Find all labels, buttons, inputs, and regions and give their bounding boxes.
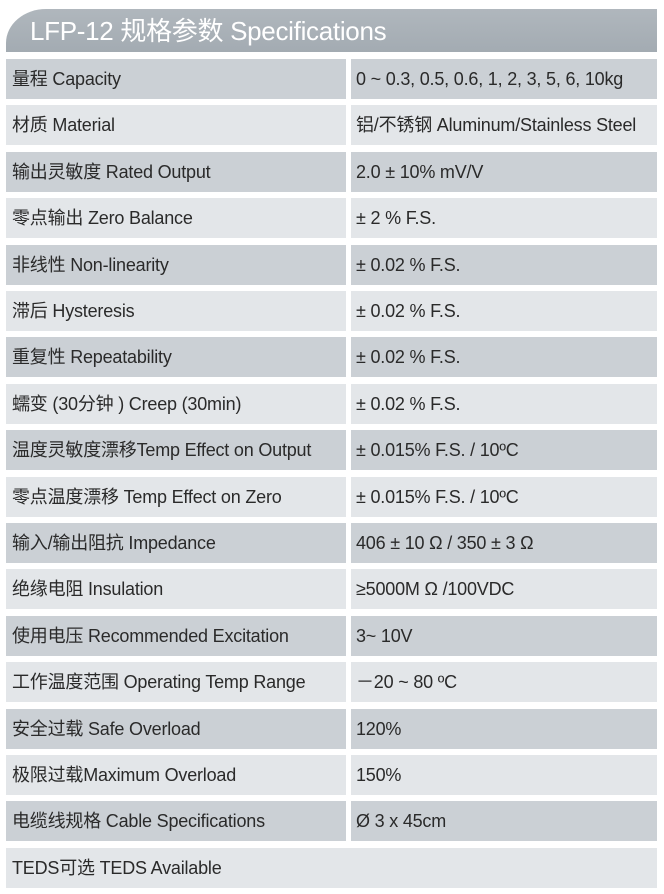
spec-row: 安全过载 Safe Overload 120%	[6, 708, 657, 749]
spec-row: 工作温度范围 Operating Temp Range －20 ~ 80 ºC	[6, 662, 657, 703]
spec-title: LFP-12 规格参数 Specifications	[6, 9, 657, 52]
spec-value: Ø 3 x 45cm	[351, 801, 657, 842]
spec-row: 输出灵敏度 Rated Output 2.0 ± 10% mV/V	[6, 151, 657, 192]
spec-label: 绝缘电阻 Insulation	[6, 569, 346, 610]
spec-value: 406 ± 10 Ω / 350 ± 3 Ω	[351, 523, 657, 563]
spec-row: 滞后 Hysteresis ± 0.02 % F.S.	[6, 291, 657, 331]
spec-value: ± 0.02 % F.S.	[351, 291, 657, 331]
spec-label: 温度灵敏度漂移Temp Effect on Output	[6, 430, 346, 471]
spec-label: 滞后 Hysteresis	[6, 291, 346, 331]
spec-value: ± 0.015% F.S. / 10ºC	[351, 430, 657, 471]
spec-row: 极限过载Maximum Overload 150%	[6, 755, 657, 795]
spec-label: 非线性 Non-linearity	[6, 244, 346, 285]
spec-label: 极限过载Maximum Overload	[6, 755, 346, 795]
spec-value: ± 0.015% F.S. / 10ºC	[351, 476, 657, 517]
spec-label: 工作温度范围 Operating Temp Range	[6, 662, 346, 703]
spec-value: －20 ~ 80 ºC	[351, 662, 657, 703]
spec-value: 0 ~ 0.3, 0.5, 0.6, 1, 2, 3, 5, 6, 10kg	[351, 59, 657, 99]
spec-value: 2.0 ± 10% mV/V	[351, 151, 657, 192]
spec-value: 铝/不锈钢 Aluminum/Stainless Steel	[351, 105, 657, 146]
spec-row: 绝缘电阻 Insulation ≥5000M Ω /100VDC	[6, 569, 657, 610]
spec-row: 量程 Capacity 0 ~ 0.3, 0.5, 0.6, 1, 2, 3, 5…	[6, 59, 657, 99]
spec-label: 零点温度漂移 Temp Effect on Zero	[6, 476, 346, 517]
spec-label: 量程 Capacity	[6, 59, 346, 99]
spec-row: 输入/输出阻抗 Impedance 406 ± 10 Ω / 350 ± 3 Ω	[6, 523, 657, 563]
spec-label: TEDS可选 TEDS Available	[6, 847, 657, 888]
spec-value: 150%	[351, 755, 657, 795]
spec-value: ± 2 % F.S.	[351, 198, 657, 239]
spec-row: 材质 Material 铝/不锈钢 Aluminum/Stainless Stee…	[6, 105, 657, 146]
spec-label: 输出灵敏度 Rated Output	[6, 151, 346, 192]
spec-label: 输入/输出阻抗 Impedance	[6, 523, 346, 563]
spec-row: 重复性 Repeatability ± 0.02 % F.S.	[6, 337, 657, 378]
spec-value: 120%	[351, 708, 657, 749]
spec-label: 蠕变 (30分钟 ) Creep (30min)	[6, 383, 346, 424]
spec-value: ± 0.02 % F.S.	[351, 337, 657, 378]
spec-row: 温度灵敏度漂移Temp Effect on Output ± 0.015% F.…	[6, 430, 657, 471]
spec-row: 电缆线规格 Cable Specifications Ø 3 x 45cm	[6, 801, 657, 842]
spec-label: 使用电压 Recommended Excitation	[6, 615, 346, 656]
spec-label: 电缆线规格 Cable Specifications	[6, 801, 346, 842]
spec-row: 零点温度漂移 Temp Effect on Zero ± 0.015% F.S.…	[6, 476, 657, 517]
spec-value: ≥5000M Ω /100VDC	[351, 569, 657, 610]
spec-row: 零点输出 Zero Balance ± 2 % F.S.	[6, 198, 657, 239]
spec-label: 重复性 Repeatability	[6, 337, 346, 378]
spec-row: 非线性 Non-linearity ± 0.02 % F.S.	[6, 244, 657, 285]
spec-value: ± 0.02 % F.S.	[351, 244, 657, 285]
spec-value: ± 0.02 % F.S.	[351, 383, 657, 424]
spec-row: 使用电压 Recommended Excitation 3~ 10V	[6, 615, 657, 656]
spec-value: 3~ 10V	[351, 615, 657, 656]
spec-row-teds: TEDS可选 TEDS Available	[6, 847, 657, 888]
spec-row: 蠕变 (30分钟 ) Creep (30min) ± 0.02 % F.S.	[6, 383, 657, 424]
spec-label: 零点输出 Zero Balance	[6, 198, 346, 239]
spec-label: 安全过载 Safe Overload	[6, 708, 346, 749]
spec-label: 材质 Material	[6, 105, 346, 146]
